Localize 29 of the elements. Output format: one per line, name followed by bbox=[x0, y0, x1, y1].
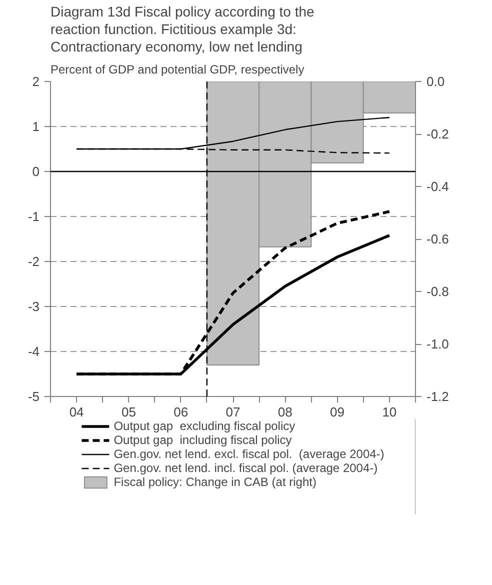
y-tick-label: 2 bbox=[32, 74, 40, 89]
y2-tick-label: 0.0 bbox=[426, 74, 445, 89]
x-tick-label: 09 bbox=[330, 404, 345, 420]
chart-title: Diagram 13d Fiscal policy according to the reaction function. Fictitious example 3d: Contractionary economy, low net lending bbox=[50, 3, 315, 54]
y2-tick-label: -1.0 bbox=[426, 336, 449, 352]
y2-tick-label: -1.2 bbox=[426, 389, 449, 404]
y2-tick-label: -0.6 bbox=[426, 232, 449, 246]
legend-label: Gen.gov. net lend. incl. fiscal pol. (average 2004-) bbox=[114, 461, 378, 475]
x-tick-label: 08 bbox=[278, 404, 292, 420]
x-tick-label: 04 bbox=[69, 404, 84, 420]
y-tick-label: -4 bbox=[28, 344, 40, 359]
x-tick-label: 06 bbox=[174, 404, 188, 420]
y-tick-label: 1 bbox=[32, 119, 40, 134]
y2-tick-label: -0.2 bbox=[426, 126, 449, 142]
y-tick-label: -2 bbox=[28, 254, 40, 269]
x-tick-label: 07 bbox=[226, 404, 240, 420]
chart-subtitle: Percent of GDP and potential GDP, respectively bbox=[50, 62, 304, 76]
legend-label: Gen.gov. net lend. excl. fiscal pol. (average 2004-) bbox=[114, 447, 384, 461]
y2-tick-label: -0.8 bbox=[426, 284, 449, 299]
x-tick-label: 05 bbox=[121, 404, 136, 420]
legend-label: Output gap excluding fiscal policy bbox=[114, 419, 296, 433]
legend-label: Output gap including fiscal policy bbox=[114, 433, 292, 447]
y-tick-label: -3 bbox=[28, 299, 40, 314]
y-tick-label: 0 bbox=[32, 164, 40, 179]
x-tick-label: 10 bbox=[382, 404, 397, 420]
y-tick-label: -5 bbox=[28, 389, 40, 404]
y-tick-label: -1 bbox=[28, 209, 40, 224]
y2-tick-label: -0.4 bbox=[426, 179, 449, 194]
legend-label: Fiscal policy: Change in CAB (at right) bbox=[114, 475, 316, 489]
